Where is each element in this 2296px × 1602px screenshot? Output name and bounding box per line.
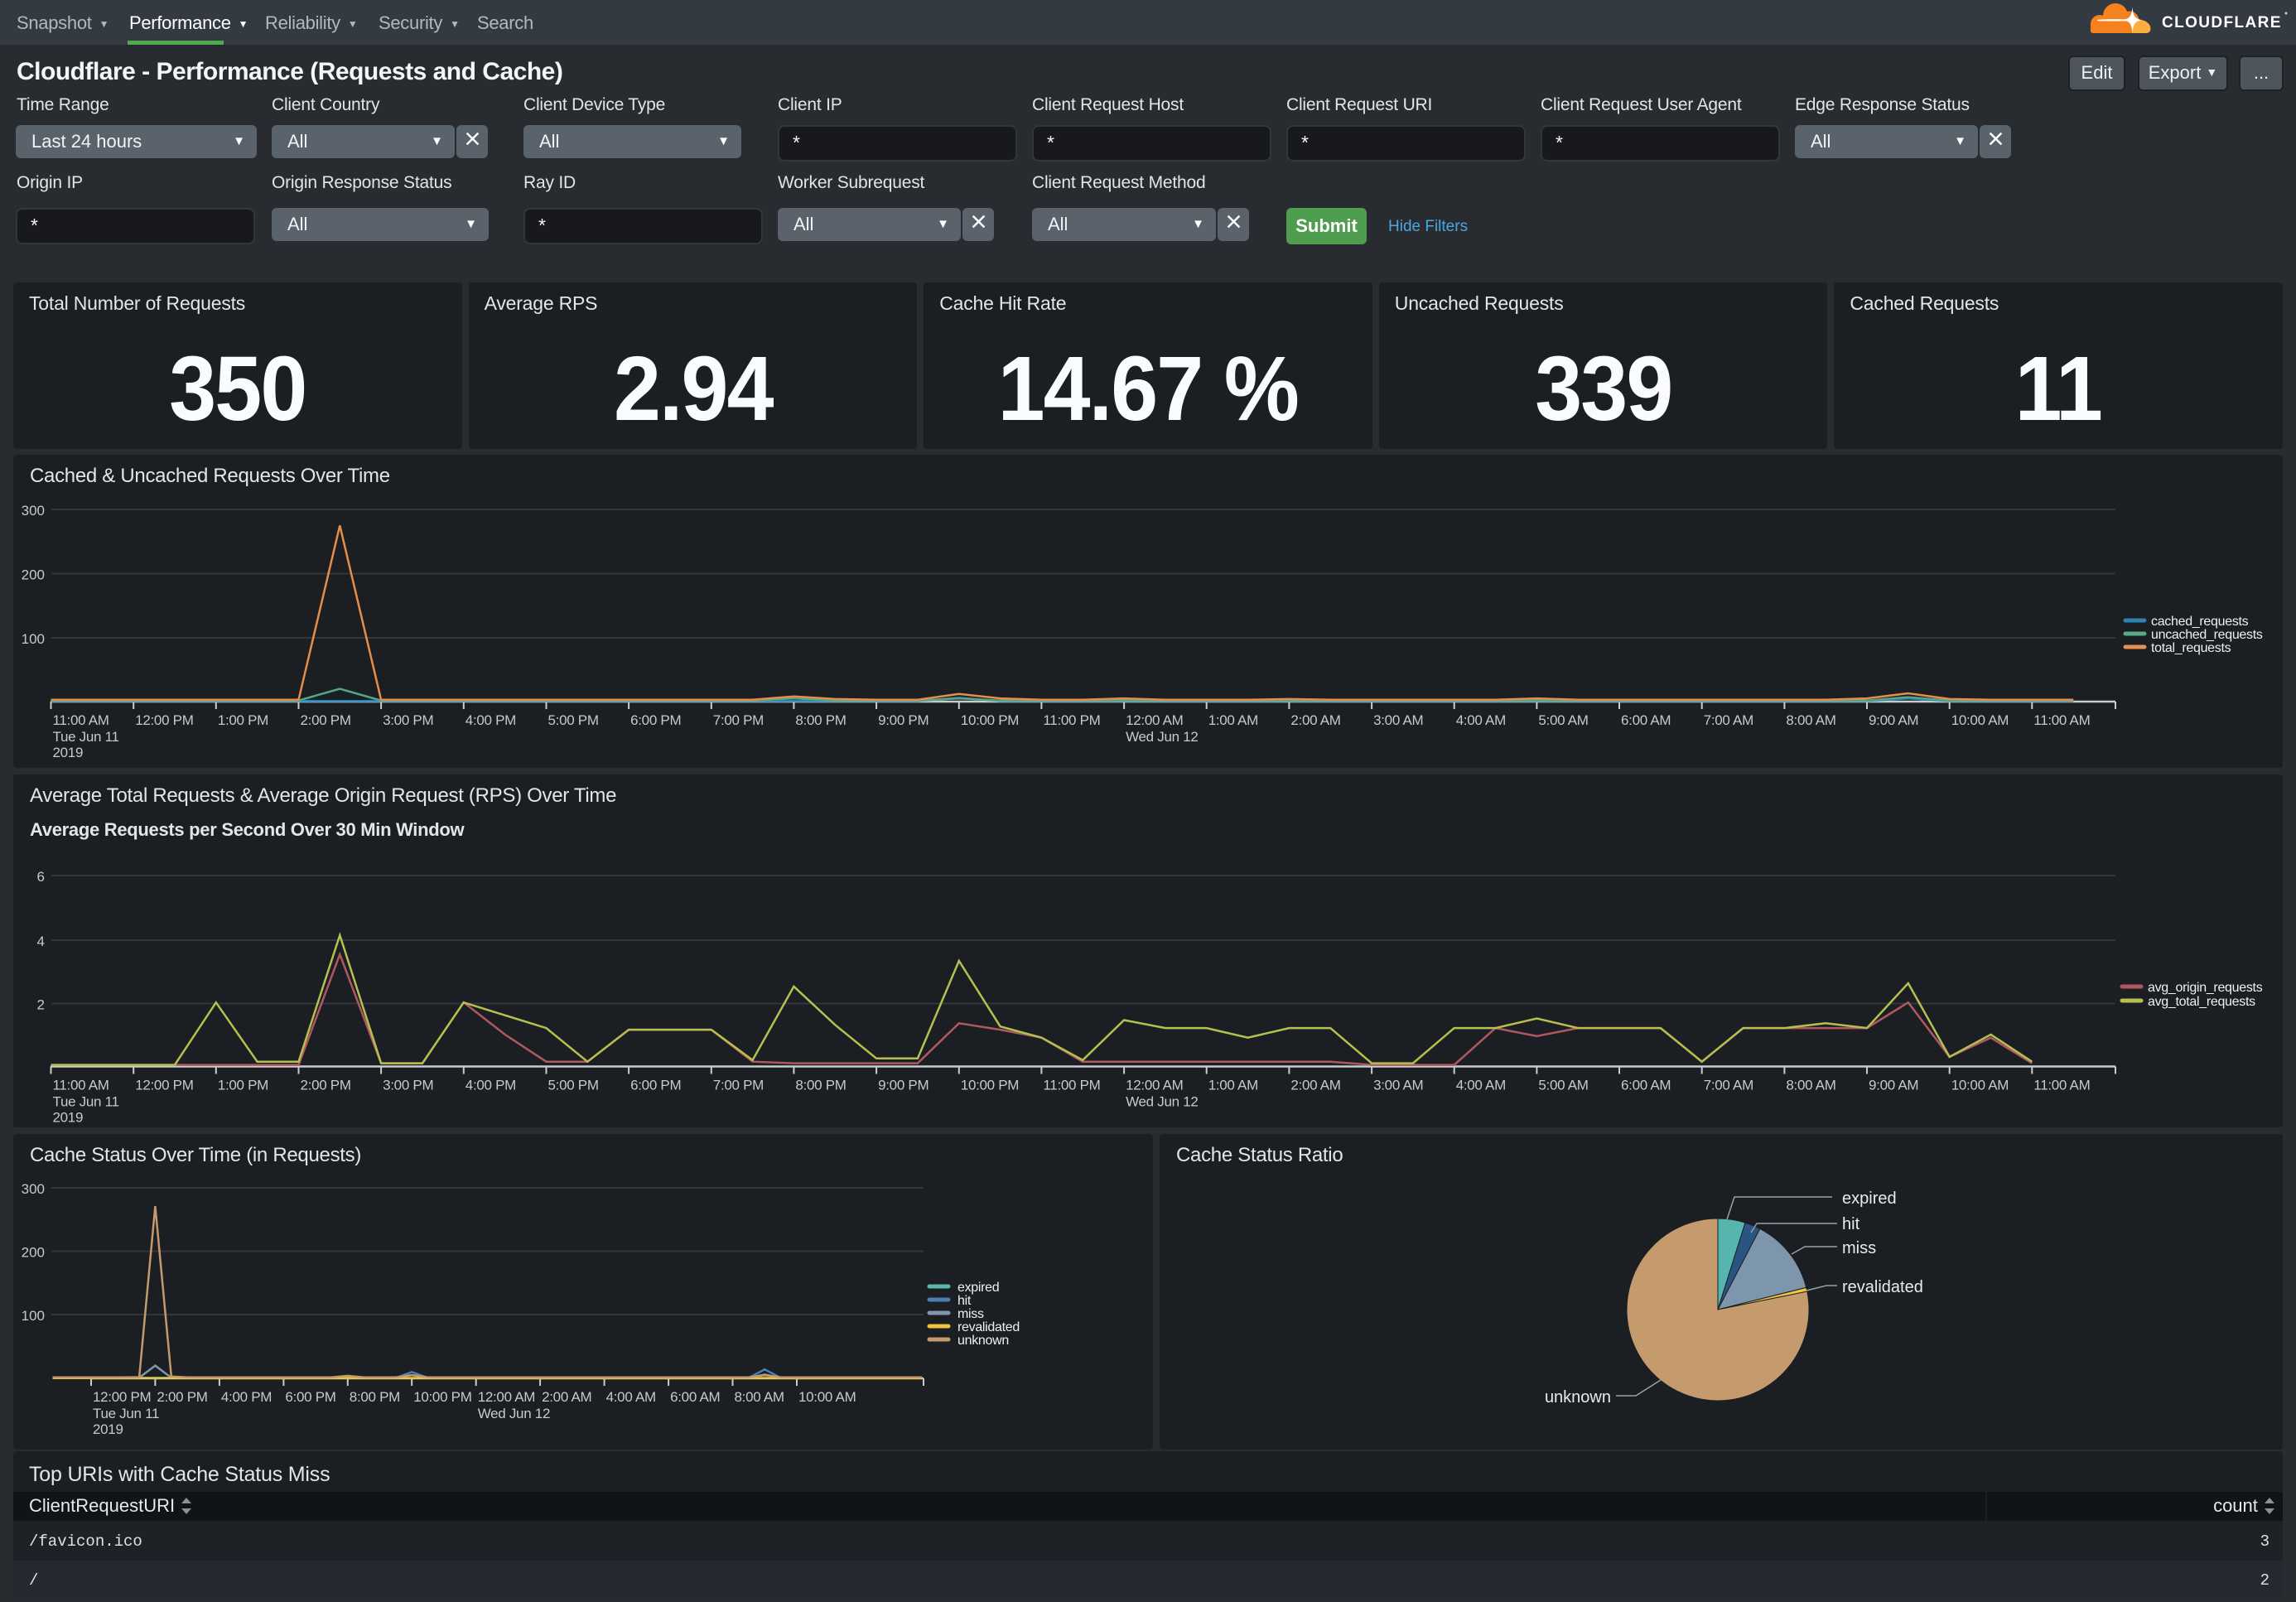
svg-text:11:00 AM: 11:00 AM (2033, 1078, 2090, 1093)
svg-text:uncached_requests: uncached_requests (2151, 628, 2263, 642)
svg-text:200: 200 (22, 1245, 45, 1261)
svg-text:2:00 AM: 2:00 AM (542, 1389, 591, 1405)
svg-text:4:00 AM: 4:00 AM (606, 1389, 656, 1405)
svg-text:9:00 AM: 9:00 AM (1869, 1078, 1918, 1093)
svg-text:3:00 AM: 3:00 AM (1373, 712, 1423, 728)
svg-text:4:00 PM: 4:00 PM (465, 712, 516, 728)
svg-text:200: 200 (22, 567, 45, 583)
svg-text:7:00 PM: 7:00 PM (713, 712, 764, 728)
svg-text:10:00 PM: 10:00 PM (413, 1389, 471, 1405)
svg-text:1:00 PM: 1:00 PM (218, 712, 268, 728)
svg-text:2019: 2019 (93, 1421, 123, 1437)
svg-text:miss: miss (957, 1307, 984, 1321)
svg-text:11:00 AM: 11:00 AM (2033, 712, 2090, 728)
svg-text:Tue Jun 11: Tue Jun 11 (53, 1094, 119, 1110)
svg-text:3:00 PM: 3:00 PM (383, 712, 433, 728)
svg-text:8:00 AM: 8:00 AM (1786, 712, 1835, 728)
svg-text:CLOUDFLARE: CLOUDFLARE (2162, 14, 2282, 31)
svg-text:1:00 AM: 1:00 AM (1208, 712, 1258, 728)
svg-text:2:00 PM: 2:00 PM (301, 1078, 351, 1093)
svg-text:11:00 PM: 11:00 PM (1043, 1078, 1100, 1093)
svg-text:expired: expired (957, 1281, 999, 1295)
svg-text:5:00 PM: 5:00 PM (548, 1078, 599, 1093)
svg-text:6:00 PM: 6:00 PM (630, 712, 681, 728)
svg-text:2:00 PM: 2:00 PM (301, 712, 351, 728)
svg-text:avg_total_requests: avg_total_requests (2148, 995, 2255, 1009)
svg-text:12:00 AM: 12:00 AM (1126, 712, 1183, 728)
svg-text:Tue Jun 11: Tue Jun 11 (93, 1406, 159, 1421)
svg-text:4:00 PM: 4:00 PM (465, 1078, 516, 1093)
svg-text:5:00 AM: 5:00 AM (1538, 1078, 1588, 1093)
svg-text:11:00 AM: 11:00 AM (53, 712, 109, 728)
svg-text:unknown: unknown (1545, 1388, 1611, 1407)
svg-text:1:00 PM: 1:00 PM (218, 1078, 268, 1093)
svg-text:unknown: unknown (957, 1334, 1009, 1348)
svg-text:7:00 AM: 7:00 AM (1704, 712, 1753, 728)
svg-text:9:00 PM: 9:00 PM (878, 1078, 929, 1093)
svg-text:4:00 AM: 4:00 AM (1456, 1078, 1506, 1093)
svg-text:100: 100 (22, 631, 45, 647)
svg-text:10:00 PM: 10:00 PM (961, 1078, 1019, 1093)
svg-text:10:00 AM: 10:00 AM (1951, 1078, 2009, 1093)
svg-text:10:00 AM: 10:00 AM (1951, 712, 2009, 728)
svg-text:hit: hit (957, 1294, 972, 1308)
svg-text:11:00 AM: 11:00 AM (53, 1078, 109, 1093)
svg-text:6:00 AM: 6:00 AM (670, 1389, 720, 1405)
svg-text:6:00 AM: 6:00 AM (1621, 1078, 1671, 1093)
svg-text:12:00 PM: 12:00 PM (135, 712, 193, 728)
svg-text:8:00 AM: 8:00 AM (735, 1389, 784, 1405)
svg-text:4: 4 (37, 934, 45, 949)
svg-text:miss: miss (1842, 1239, 1876, 1257)
svg-text:5:00 AM: 5:00 AM (1538, 712, 1588, 728)
svg-text:cached_requests: cached_requests (2151, 615, 2249, 629)
svg-text:8:00 AM: 8:00 AM (1786, 1078, 1835, 1093)
svg-text:7:00 PM: 7:00 PM (713, 1078, 764, 1093)
svg-text:Wed Jun 12: Wed Jun 12 (478, 1406, 550, 1421)
svg-text:12:00 AM: 12:00 AM (478, 1389, 535, 1405)
svg-text:9:00 AM: 9:00 AM (1869, 712, 1918, 728)
svg-text:2019: 2019 (53, 745, 84, 760)
svg-text:4:00 AM: 4:00 AM (1456, 712, 1506, 728)
svg-text:10:00 AM: 10:00 AM (798, 1389, 856, 1405)
svg-text:Wed Jun 12: Wed Jun 12 (1126, 1094, 1198, 1110)
svg-text:6:00 PM: 6:00 PM (630, 1078, 681, 1093)
svg-text:8:00 PM: 8:00 PM (795, 712, 846, 728)
svg-text:8:00 PM: 8:00 PM (350, 1389, 400, 1405)
svg-text:2:00 AM: 2:00 AM (1290, 1078, 1340, 1093)
svg-text:6:00 AM: 6:00 AM (1621, 712, 1671, 728)
svg-text:2: 2 (37, 997, 45, 1013)
svg-text:6: 6 (37, 869, 45, 885)
svg-text:2019: 2019 (53, 1110, 84, 1126)
svg-text:5:00 PM: 5:00 PM (548, 712, 599, 728)
svg-text:expired: expired (1842, 1189, 1897, 1208)
svg-text:revalidated: revalidated (957, 1320, 1020, 1334)
svg-text:11:00 PM: 11:00 PM (1043, 712, 1100, 728)
svg-text:3:00 PM: 3:00 PM (383, 1078, 433, 1093)
svg-text:1:00 AM: 1:00 AM (1208, 1078, 1258, 1093)
svg-text:4:00 PM: 4:00 PM (221, 1389, 272, 1405)
svg-text:Wed Jun 12: Wed Jun 12 (1126, 729, 1198, 745)
svg-text:2:00 AM: 2:00 AM (1290, 712, 1340, 728)
svg-text:12:00 AM: 12:00 AM (1126, 1078, 1183, 1093)
svg-text:7:00 AM: 7:00 AM (1704, 1078, 1753, 1093)
svg-text:2:00 PM: 2:00 PM (157, 1389, 207, 1405)
svg-text:total_requests: total_requests (2151, 641, 2231, 655)
svg-text:100: 100 (22, 1308, 45, 1324)
svg-text:12:00 PM: 12:00 PM (135, 1078, 193, 1093)
svg-text:hit: hit (1842, 1215, 1860, 1233)
svg-text:avg_origin_requests: avg_origin_requests (2148, 981, 2263, 995)
svg-text:3:00 AM: 3:00 AM (1373, 1078, 1423, 1093)
svg-text:9:00 PM: 9:00 PM (878, 712, 929, 728)
svg-text:300: 300 (22, 503, 45, 519)
svg-text:300: 300 (22, 1181, 45, 1197)
svg-text:Tue Jun 11: Tue Jun 11 (53, 729, 119, 745)
svg-text:8:00 PM: 8:00 PM (795, 1078, 846, 1093)
svg-text:12:00 PM: 12:00 PM (93, 1389, 151, 1405)
svg-text:10:00 PM: 10:00 PM (961, 712, 1019, 728)
svg-text:6:00 PM: 6:00 PM (285, 1389, 335, 1405)
svg-text:revalidated: revalidated (1842, 1278, 1923, 1296)
